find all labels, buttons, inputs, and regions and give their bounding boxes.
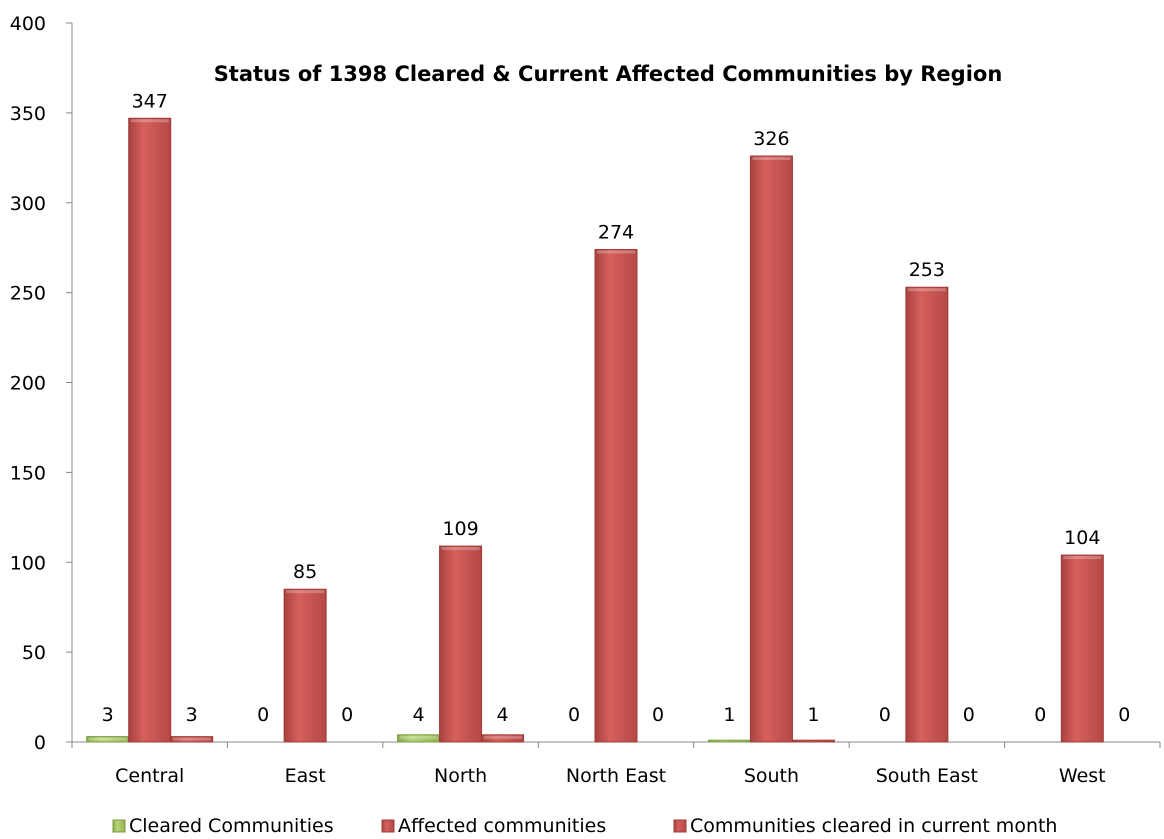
- bar-highlight: [752, 157, 791, 161]
- y-tick-label: 200: [10, 373, 46, 395]
- x-category-label: East: [285, 765, 326, 787]
- y-tick-label: 300: [10, 193, 46, 215]
- data-label: 1: [723, 704, 735, 726]
- bar-highlight: [88, 737, 127, 741]
- x-category-label: North: [434, 765, 487, 787]
- y-tick-label: 0: [34, 732, 46, 754]
- data-label: 109: [442, 518, 478, 540]
- bar: [791, 739, 835, 743]
- bar: [1060, 554, 1104, 743]
- legend-item: Communities cleared in current month: [673, 815, 1057, 837]
- bar: [707, 739, 751, 743]
- y-tick-label: 250: [10, 283, 46, 305]
- bar: [481, 734, 525, 743]
- data-label: 0: [652, 704, 664, 726]
- data-label: 0: [963, 704, 975, 726]
- y-tick-label: 400: [10, 13, 46, 35]
- data-label: 85: [293, 561, 317, 583]
- x-category-label: South East: [876, 765, 978, 787]
- bar-highlight: [907, 288, 946, 292]
- data-label: 1: [807, 704, 819, 726]
- legend-swatch: [381, 819, 395, 833]
- data-label: 104: [1064, 527, 1100, 549]
- data-label: 4: [497, 704, 509, 726]
- bar: [283, 588, 327, 743]
- y-tick-label: 150: [10, 462, 46, 484]
- legend-label: Communities cleared in current month: [690, 815, 1057, 837]
- data-labels: 3 0 4 0 1 0 0 347 85 109 274 326 253 104 3 0 4 0 1 0 0: [102, 90, 1131, 726]
- y-tick-label: 350: [10, 103, 46, 125]
- data-label: 3: [186, 704, 198, 726]
- bar: [170, 736, 214, 743]
- legend-item: Affected communities: [381, 815, 606, 837]
- legend: Cleared Communities Affected communities C…: [112, 815, 1057, 837]
- bar-highlight: [130, 119, 169, 123]
- y-tick-label: 100: [10, 552, 46, 574]
- chart-title: Status of 1398 Cleared & Current Affecte…: [214, 62, 1003, 86]
- x-category-label: Central: [115, 765, 184, 787]
- data-label: 0: [1034, 704, 1046, 726]
- bar-highlight: [1063, 556, 1102, 560]
- data-label: 347: [132, 90, 168, 112]
- y-axis: 0 50 100 150 200 250 300 350 400: [10, 13, 73, 754]
- legend-item: Cleared Communities: [112, 815, 334, 837]
- bar: [594, 248, 638, 743]
- data-label: 0: [257, 704, 269, 726]
- data-label: 4: [413, 704, 425, 726]
- bar: [439, 545, 483, 743]
- x-category-label: North East: [566, 765, 666, 787]
- bar-highlight: [441, 547, 480, 551]
- bar-highlight: [597, 250, 635, 254]
- data-label: 274: [598, 221, 634, 243]
- data-label: 3: [102, 704, 114, 726]
- data-label: 253: [909, 259, 945, 281]
- bars: [86, 117, 1104, 743]
- legend-label: Cleared Communities: [129, 815, 334, 837]
- legend-swatch: [673, 819, 687, 833]
- bar-highlight: [286, 590, 325, 594]
- bar-highlight: [483, 735, 522, 739]
- data-label: 0: [568, 704, 580, 726]
- bar: [905, 286, 949, 743]
- bar-highlight: [172, 737, 211, 741]
- legend-label: Affected communities: [398, 815, 606, 837]
- data-label: 0: [1118, 704, 1130, 726]
- x-category-label: West: [1059, 765, 1106, 787]
- data-label: 0: [879, 704, 891, 726]
- bar: [128, 117, 172, 743]
- y-tick-label: 50: [22, 642, 46, 664]
- data-label: 0: [341, 704, 353, 726]
- x-axis: Central East North North East South South Eas…: [71, 741, 1161, 787]
- bar-highlight: [399, 735, 438, 739]
- x-category-label: South: [744, 765, 799, 787]
- bar: [749, 155, 793, 743]
- data-label: 326: [753, 128, 789, 150]
- legend-swatch: [112, 819, 126, 833]
